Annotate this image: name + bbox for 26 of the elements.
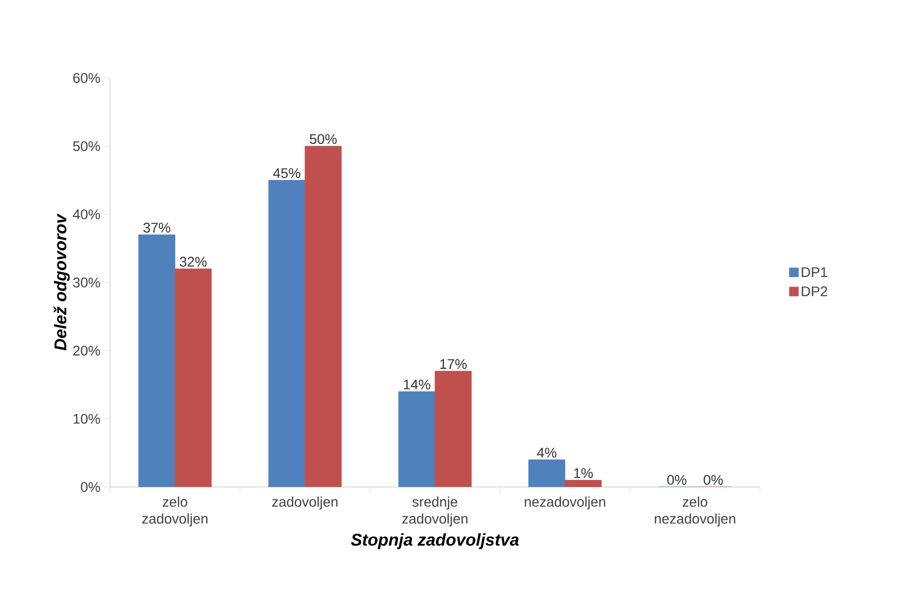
x-axis-title: Stopnja zadovoljstva <box>350 533 519 550</box>
legend-label: DP1 <box>802 267 828 277</box>
y-tick-label: 30% <box>73 278 100 288</box>
data-label: 14% <box>404 380 430 390</box>
x-tick-label: zelo zadovoljen <box>142 496 208 526</box>
data-label: 45% <box>273 168 300 178</box>
data-label: 50% <box>310 134 337 144</box>
y-tick-label: 20% <box>73 346 100 356</box>
data-label: 4% <box>537 448 556 458</box>
data-label: 0% <box>667 474 686 485</box>
y-tick-label: 0% <box>80 482 100 492</box>
y-axis-title: Delež odgovorov <box>54 214 70 350</box>
x-tick-label: zadovoljen <box>272 496 338 510</box>
y-tick-label: 10% <box>74 414 100 424</box>
data-label: 17% <box>440 359 467 369</box>
legend-label: DP2 <box>802 286 828 296</box>
x-tick-label: zelo nezadovoljen <box>654 496 736 526</box>
data-label: 0% <box>704 474 723 485</box>
y-tick-label: 40% <box>72 209 100 220</box>
data-label: 37% <box>143 222 170 233</box>
x-tick-label: nezadovoljen <box>524 496 606 510</box>
data-label: 1% <box>574 468 593 478</box>
y-tick-label: 50% <box>73 141 100 152</box>
data-label: 32% <box>180 256 207 267</box>
y-tick-label: 60% <box>73 73 100 83</box>
x-tick-label: srednje zadovoljen <box>402 496 468 526</box>
